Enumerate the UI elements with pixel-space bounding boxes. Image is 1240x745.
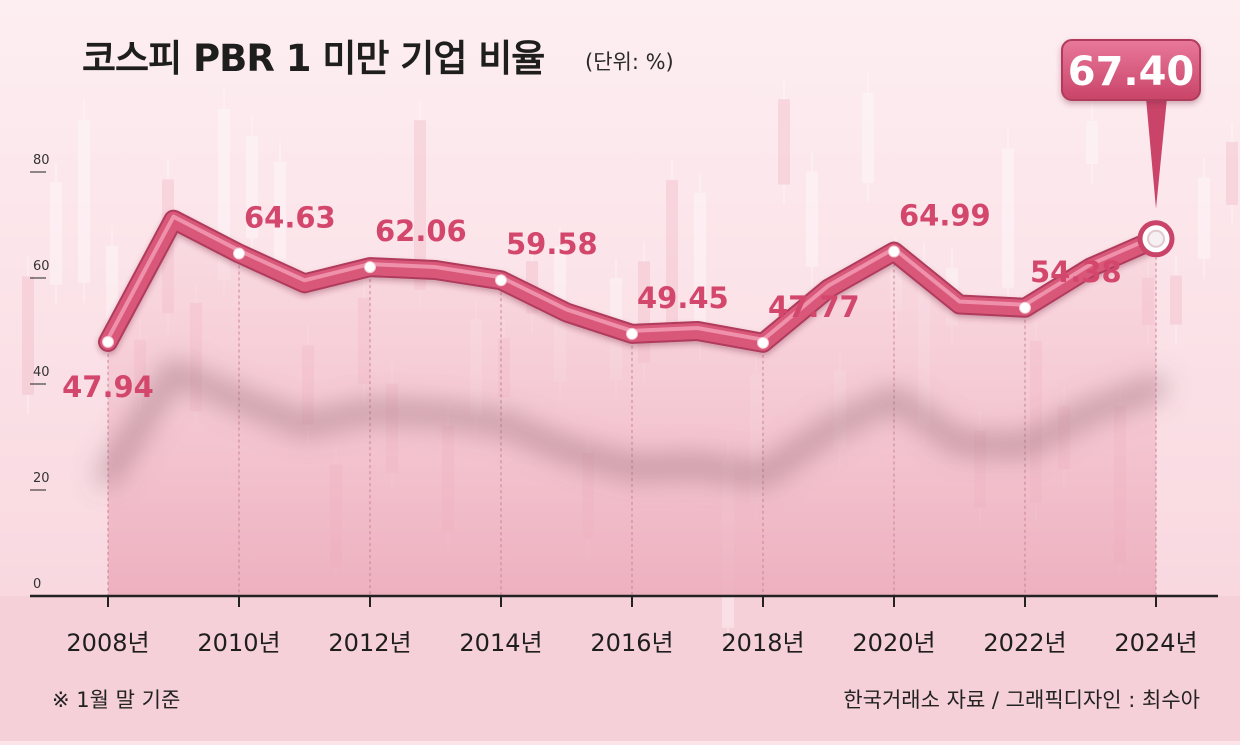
data-label: 59.58	[506, 227, 598, 261]
candle-body	[1002, 148, 1014, 288]
x-axis: 2008년 2010년 2012년 2014년 2016년 2018년 2020년 2022년…	[30, 594, 1218, 657]
candle-body	[50, 182, 62, 285]
callout-2024: 67.40	[1061, 39, 1201, 258]
x-tick-label: 2018년	[721, 629, 804, 657]
data-point	[1019, 301, 1031, 314]
candle-body	[1170, 275, 1182, 325]
candle-body	[414, 120, 426, 290]
candle-body	[1226, 141, 1238, 205]
footnote: ※ 1월 말 기준	[52, 688, 181, 712]
y-axis: 0 20 40 60 80	[30, 153, 50, 592]
y-tick-label: 0	[33, 577, 41, 592]
candle-body	[778, 99, 790, 185]
data-point	[888, 245, 900, 258]
data-label: 49.45	[637, 281, 729, 315]
candle-body	[1086, 121, 1098, 165]
x-tick-label: 2012년	[328, 629, 411, 657]
callout-pointer	[1146, 98, 1167, 209]
x-tick-label: 2010년	[197, 629, 280, 657]
floor-band	[0, 596, 1240, 741]
candle-body	[274, 161, 286, 261]
data-point	[364, 261, 376, 274]
callout-dot	[1147, 229, 1165, 248]
data-label: 54.38	[1030, 255, 1122, 289]
candle-body	[22, 276, 34, 395]
x-tick-label: 2022년	[983, 629, 1066, 657]
y-tick-label: 80	[33, 153, 50, 168]
data-label: 47.77	[768, 290, 860, 324]
candle-body	[78, 119, 90, 283]
candle-body	[666, 179, 678, 324]
data-point	[495, 274, 507, 287]
candle-body	[1198, 177, 1210, 259]
data-point	[757, 336, 769, 349]
line-blur-shadow	[97, 360, 1167, 487]
callout-box	[1061, 39, 1201, 101]
x-tick-label: 2016년	[590, 629, 673, 657]
data-point	[233, 247, 245, 260]
candle-body	[694, 192, 706, 341]
unit-label: (단위: %)	[585, 50, 674, 74]
y-tick-label: 20	[33, 471, 50, 486]
data-points	[102, 245, 1031, 349]
data-label: 64.99	[899, 199, 991, 233]
candle-body	[806, 171, 818, 267]
candle-body	[246, 135, 258, 239]
source-credit: 한국거래소 자료 / 그래픽디자인 : 최수아	[843, 688, 1200, 712]
data-label: 64.63	[244, 200, 336, 234]
candle-body	[106, 246, 118, 326]
candle-body	[862, 92, 874, 184]
data-point	[626, 327, 638, 340]
x-tick-label: 2008년	[66, 629, 149, 657]
y-tick-label: 40	[33, 365, 50, 380]
data-label: 47.94	[62, 370, 154, 404]
data-label: 62.06	[375, 214, 467, 248]
y-tick-label: 60	[33, 259, 50, 274]
x-tick-label: 2024년	[1114, 629, 1197, 657]
x-tick-label: 2014년	[459, 629, 542, 657]
chart-title: 코스피 PBR 1 미만 기업 비율	[82, 37, 545, 80]
data-labels: 47.94 64.63 62.06 59.58 49.45 47.77 64.99 54.38	[62, 199, 1122, 404]
x-tick-label: 2020년	[852, 629, 935, 657]
data-point	[102, 335, 114, 348]
line-shadow	[97, 360, 1167, 487]
callout-value: 67.40	[1068, 49, 1195, 95]
